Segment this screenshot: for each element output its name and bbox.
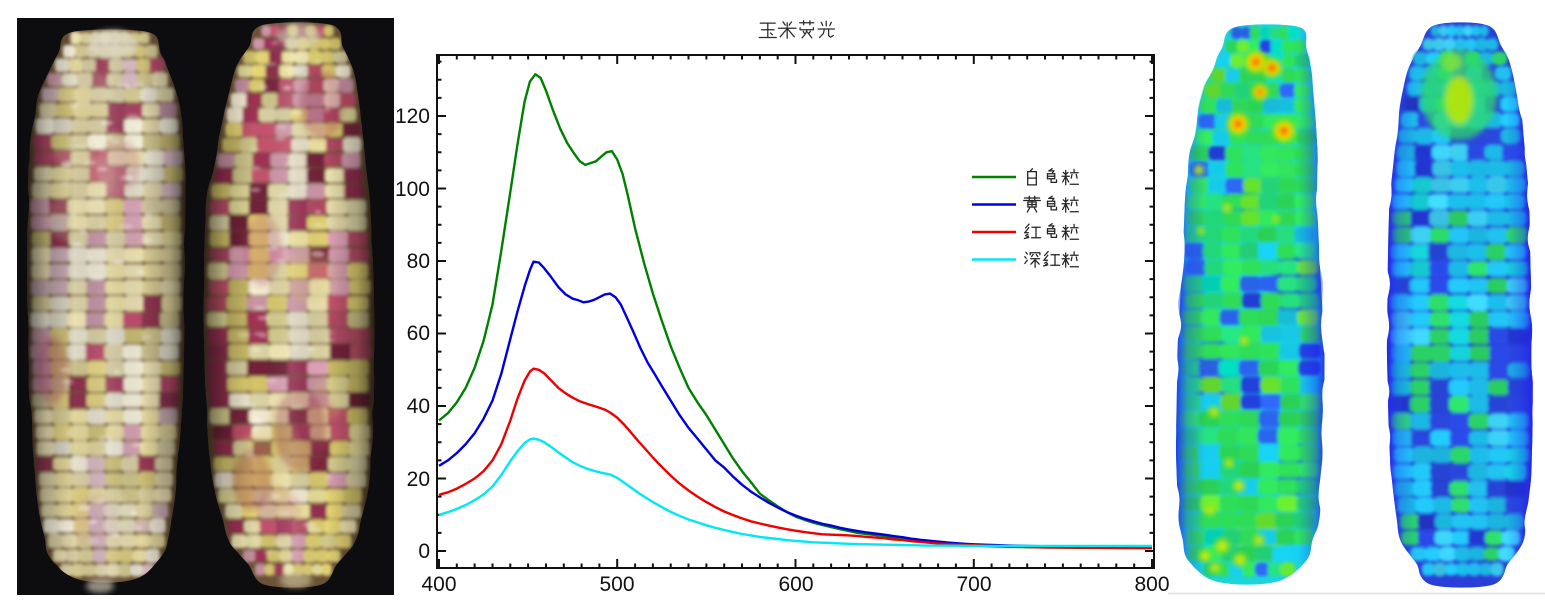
svg-text:500: 500 — [599, 573, 634, 596]
svg-text:40: 40 — [407, 395, 430, 418]
svg-text:100: 100 — [395, 178, 430, 201]
svg-text:20: 20 — [407, 468, 430, 491]
svg-text:600: 600 — [778, 573, 813, 596]
svg-text:700: 700 — [956, 573, 991, 596]
svg-text:800: 800 — [1134, 573, 1169, 596]
svg-text:80: 80 — [407, 250, 430, 273]
svg-text:60: 60 — [407, 322, 430, 345]
svg-text:0: 0 — [418, 540, 430, 563]
svg-text:120: 120 — [395, 105, 430, 128]
svg-text:400: 400 — [421, 573, 456, 596]
